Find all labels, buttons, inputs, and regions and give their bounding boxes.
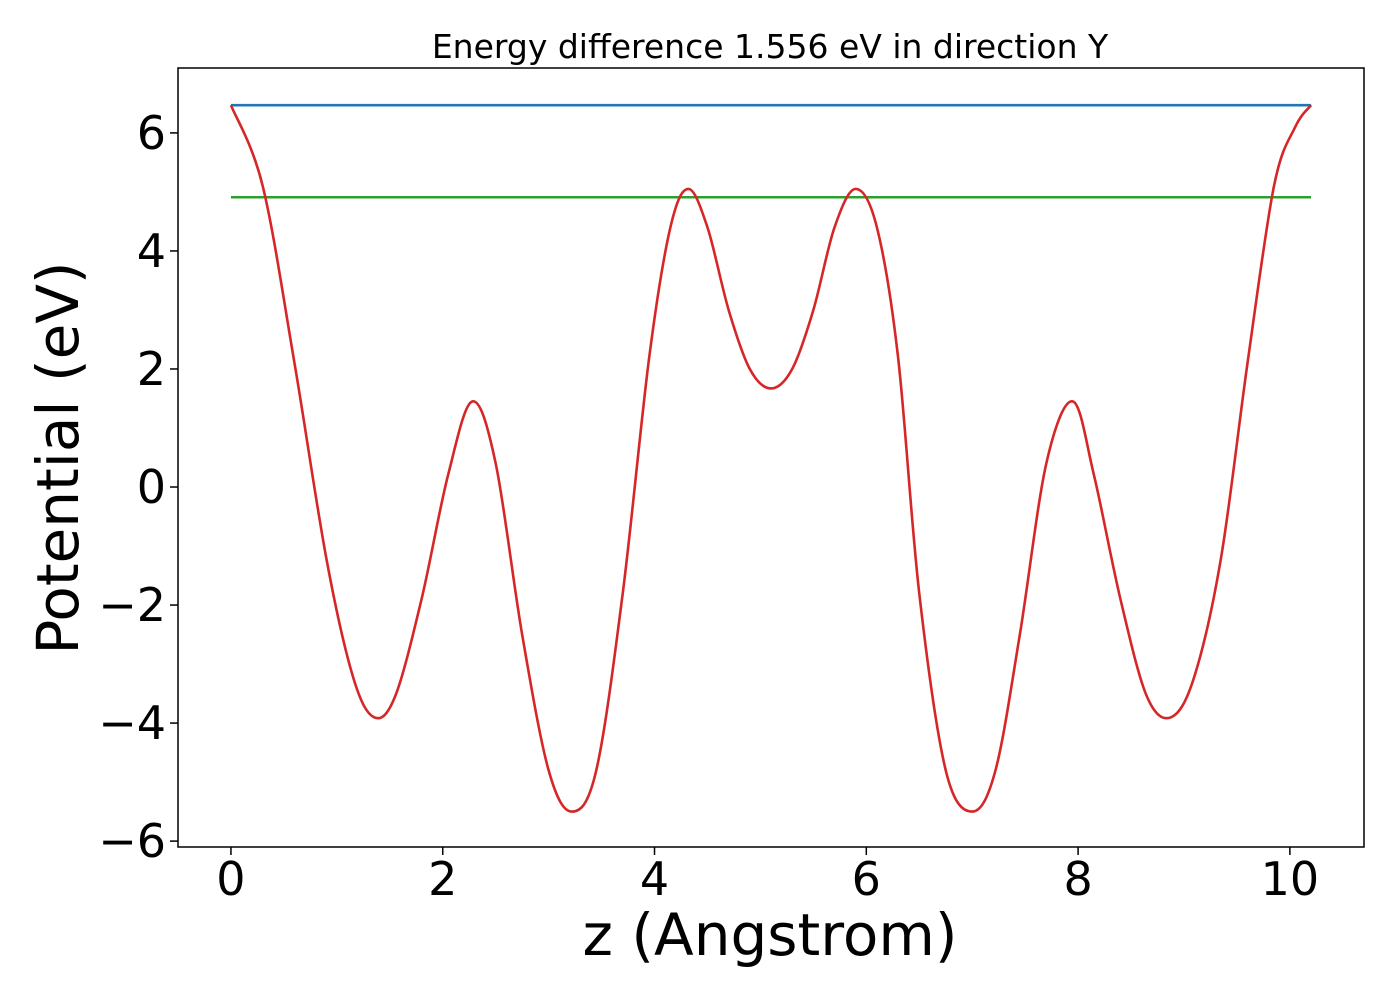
x-tick-label: 0 [216,852,245,906]
y-tick-label: 6 [137,106,166,160]
y-tick-label: −6 [98,814,166,868]
y-tick-label: −4 [98,696,166,750]
x-tick-label: 2 [428,852,457,906]
x-tick-label: 4 [640,852,669,906]
x-tick-label: 8 [1063,852,1092,906]
plot-area-frame [177,67,1365,848]
x-tick-label: 6 [852,852,881,906]
chart-title: Energy difference 1.556 eV in direction … [432,27,1109,66]
y-tick-label: 2 [137,342,166,396]
y-tick-label: 4 [137,224,166,278]
y-tick-label: −2 [98,578,166,632]
series-layer [229,103,1313,813]
y-axis-ticks: −6 −4 −2 0 2 4 6 [98,106,178,868]
y-axis-label: Potential (eV) [24,261,92,654]
y-tick-label: 0 [137,460,166,514]
x-axis-ticks: 0 2 4 6 8 10 [216,847,1319,906]
x-axis-label: z (Angstrom) [583,901,958,969]
series-line-3 [229,104,1313,813]
x-tick-label: 10 [1261,852,1320,906]
